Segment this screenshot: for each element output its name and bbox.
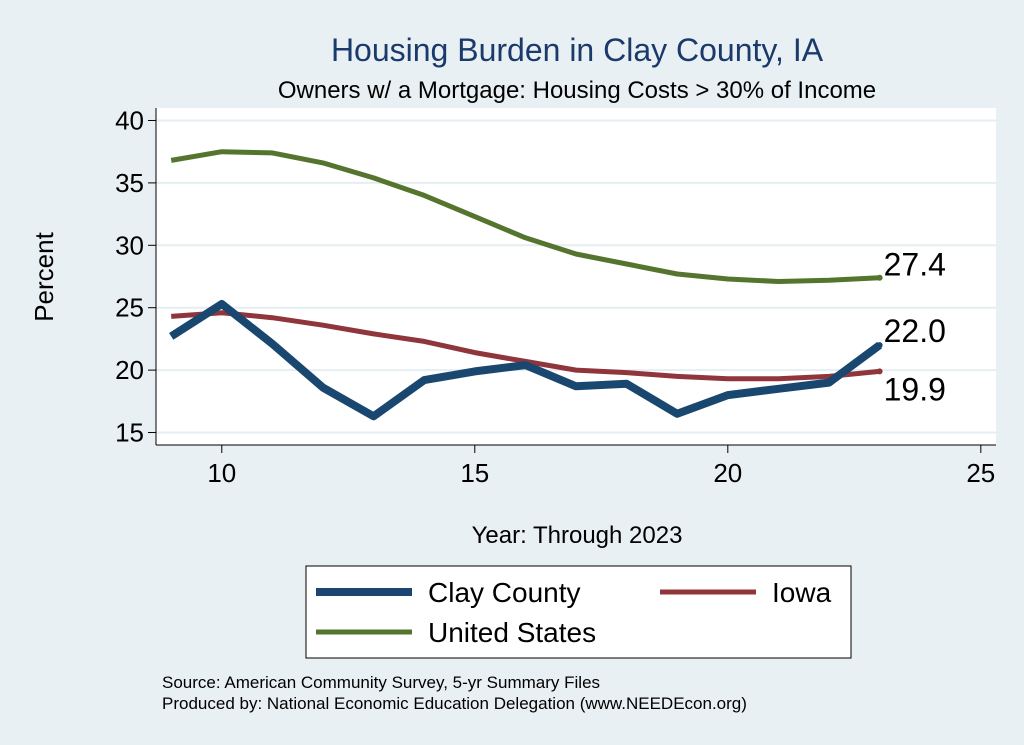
end-label-clay-county: 22.0 [884, 313, 946, 349]
chart-title: Housing Burden in Clay County, IA [331, 32, 824, 68]
y-tick-label: 30 [115, 230, 144, 260]
end-label-iowa: 19.9 [884, 371, 946, 407]
y-tick-label: 20 [115, 355, 144, 385]
end-point [876, 342, 883, 349]
y-tick-label: 25 [115, 293, 144, 323]
series-lines [169, 149, 882, 421]
x-tick-label: 15 [460, 458, 489, 488]
chart-subtitle: Owners w/ a Mortgage: Housing Costs > 30… [278, 77, 876, 104]
end-point [876, 274, 883, 281]
end-point [876, 368, 883, 375]
y-tick-label: 40 [115, 105, 144, 135]
end-label-united-states: 27.4 [884, 247, 946, 283]
legend-box [305, 565, 852, 659]
legend-label: United States [428, 617, 596, 648]
legend: Clay County Iowa United States [316, 577, 832, 648]
footer-source: Source: American Community Survey, 5-yr … [162, 673, 600, 692]
series-line-clay-county [169, 300, 882, 421]
y-axis-label: Percent [29, 231, 59, 321]
end-labels: 22.0 19.9 27.4 [876, 247, 946, 407]
y-axis-ticks: 15 20 25 30 35 40 [115, 105, 156, 448]
x-tick-label: 20 [713, 458, 742, 488]
x-axis-ticks: 10 15 20 25 [207, 445, 995, 488]
x-tick-label: 10 [207, 458, 236, 488]
legend-label: Clay County [428, 577, 581, 608]
y-tick-label: 35 [115, 168, 144, 198]
x-axis-label: Year: Through 2023 [472, 522, 683, 549]
footer-produced: Produced by: National Economic Education… [162, 694, 747, 713]
legend-label: Iowa [772, 577, 832, 608]
x-tick-label: 25 [966, 458, 995, 488]
series-line-united-states [170, 149, 880, 284]
y-tick-label: 15 [115, 418, 144, 448]
